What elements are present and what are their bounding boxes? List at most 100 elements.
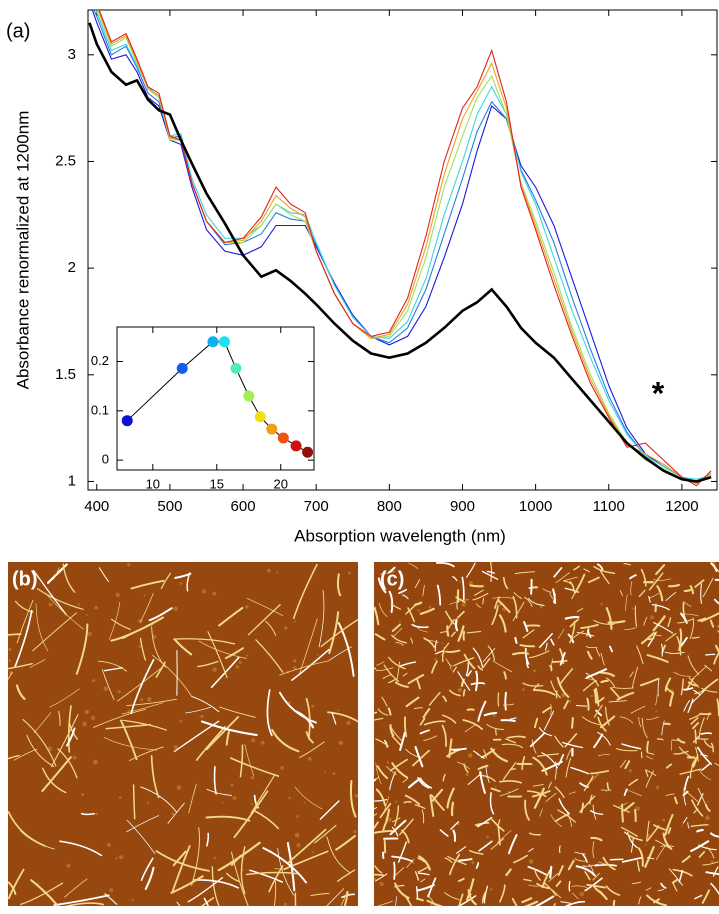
afm-grain — [276, 572, 278, 574]
point — [291, 440, 302, 451]
afm-fiber — [505, 693, 506, 710]
afm-grain — [681, 825, 683, 827]
afm-grain — [9, 659, 11, 661]
point — [177, 363, 188, 374]
afm-fiber — [706, 654, 715, 655]
afm-fiber — [657, 739, 662, 740]
x-tick-label: 600 — [231, 498, 256, 515]
afm-fiber — [602, 681, 608, 682]
afm-grain — [533, 669, 536, 672]
afm-grain — [308, 757, 312, 761]
afm-grain — [85, 710, 89, 714]
afm-grain — [82, 722, 87, 727]
afm-grain — [8, 648, 11, 651]
afm-grain — [116, 593, 120, 597]
afm-grain — [233, 796, 237, 800]
afm-grain — [235, 665, 239, 669]
afm-fiber — [635, 810, 636, 821]
y-tick-label: 3 — [68, 46, 76, 63]
afm-fiber — [572, 718, 573, 728]
afm-grain — [296, 815, 299, 818]
afm-grain — [81, 793, 84, 796]
panel-label: (a) — [6, 20, 30, 42]
afm-grain — [293, 666, 296, 669]
annotation: * — [652, 375, 665, 411]
point — [230, 363, 241, 374]
afm-grain — [353, 830, 356, 833]
afm-grain — [600, 603, 603, 606]
afm-grain — [339, 741, 343, 745]
afm-grain — [267, 569, 271, 573]
afm-fiber — [365, 875, 384, 876]
afm-grain — [332, 772, 335, 775]
afm-grain — [284, 903, 287, 906]
afm-grain — [67, 864, 71, 868]
afm-grain — [466, 773, 469, 776]
afm-grain — [417, 609, 419, 611]
afm-grain — [294, 620, 296, 622]
afm-grain — [580, 892, 585, 897]
afm-grain — [91, 716, 95, 720]
point — [122, 415, 133, 426]
afm-fiber — [456, 620, 457, 630]
afm-grain — [590, 695, 592, 697]
afm-fiber — [701, 733, 711, 734]
afm-grain — [317, 654, 319, 656]
afm-grain — [251, 803, 253, 805]
afm-grain — [246, 654, 248, 656]
afm-grain — [441, 643, 443, 645]
afm-grain — [459, 581, 461, 583]
afm-grain — [131, 899, 133, 901]
x-tick-label: 20 — [274, 476, 288, 491]
x-tick-label: 700 — [304, 498, 329, 515]
afm-grain — [295, 833, 300, 838]
point — [278, 432, 289, 443]
afm-fiber — [371, 712, 376, 713]
afm-grain — [147, 801, 149, 803]
afm-grain — [469, 581, 473, 585]
afm-fiber — [452, 803, 453, 815]
afm-grain — [147, 697, 152, 702]
afm-fiber — [569, 882, 570, 891]
afm-grain — [180, 582, 183, 585]
afm-grain — [380, 882, 384, 886]
afm-grain — [119, 796, 122, 799]
afm-fiber — [647, 742, 648, 752]
y-tick-label: 0 — [102, 452, 109, 467]
afm-grain — [650, 615, 654, 619]
afm-grain — [214, 856, 217, 859]
afm-fiber — [404, 802, 411, 803]
afm-grain — [493, 714, 496, 717]
afm-grain — [95, 813, 98, 816]
afm-grain — [387, 761, 389, 763]
afm-grain — [73, 756, 77, 760]
x-axis-label: Absorption wavelength (nm) — [294, 526, 506, 545]
afm-grain — [49, 602, 53, 606]
afm-grain — [251, 776, 254, 779]
afm-grain — [293, 659, 296, 662]
afm-fiber — [417, 887, 418, 898]
afm-grain — [462, 603, 466, 607]
afm-grain — [171, 812, 174, 815]
afm-grain — [212, 592, 216, 596]
afm-grain — [312, 851, 314, 853]
afm-fiber — [464, 690, 465, 696]
afm-grain — [119, 855, 123, 859]
afm-grain — [127, 563, 131, 567]
afm-grain — [529, 859, 534, 864]
point — [255, 411, 266, 422]
afm-grain — [200, 715, 203, 718]
afm-grain — [251, 738, 255, 742]
afm-grain — [428, 606, 431, 609]
afm-grain — [374, 878, 377, 881]
afm-grain — [177, 785, 182, 790]
afm-fiber — [613, 901, 614, 909]
afm-grain — [348, 572, 351, 575]
afm-grain — [88, 632, 92, 636]
afm-grain — [711, 860, 714, 863]
x-tick-label: 1200 — [665, 498, 698, 515]
afm-fiber — [510, 769, 515, 770]
afm-grain — [288, 797, 291, 800]
x-tick-label: 1100 — [593, 498, 625, 515]
